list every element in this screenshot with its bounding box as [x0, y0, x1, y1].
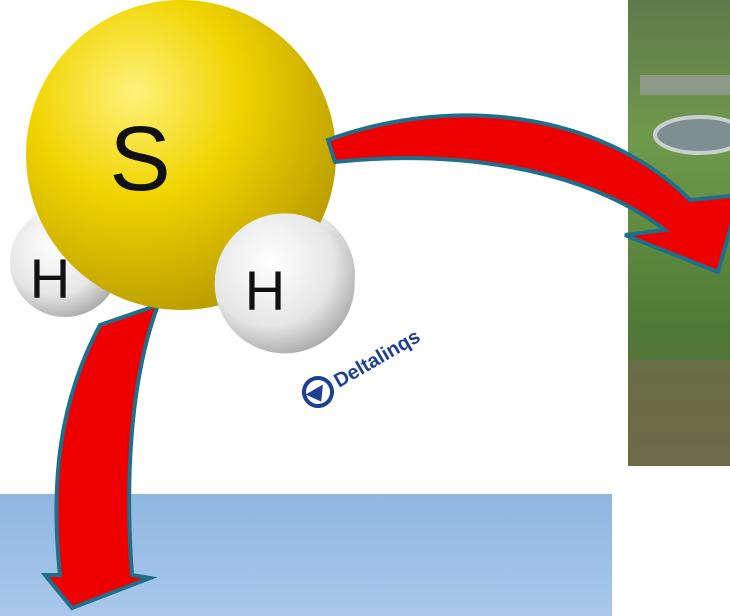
atom-label: S	[109, 108, 170, 210]
molecule: S H H	[10, 0, 355, 353]
atom-label: H	[30, 247, 70, 310]
atom-label: H	[245, 259, 285, 322]
logo-text: Deltalinqs	[330, 326, 424, 393]
illustration: S H H Deltalinqs	[0, 0, 730, 616]
